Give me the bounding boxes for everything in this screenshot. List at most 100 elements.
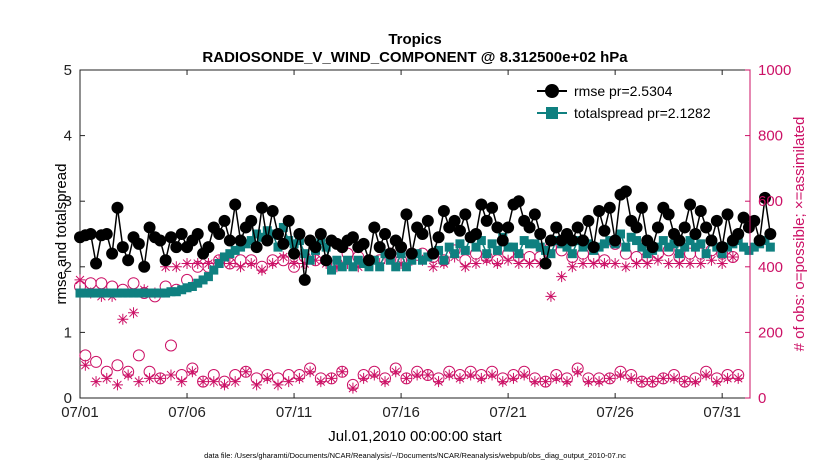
rmse-point bbox=[748, 214, 761, 227]
obs-assimilated-night-point bbox=[465, 369, 477, 381]
obs-assimilated-day-point bbox=[545, 290, 557, 302]
spread-point bbox=[284, 236, 294, 246]
obs-assimilated-night-point bbox=[689, 376, 701, 388]
spread-point bbox=[123, 288, 133, 298]
obs-assimilated-night-point bbox=[668, 372, 680, 384]
spread-point bbox=[508, 242, 518, 252]
obs-assimilated-day-point bbox=[598, 258, 610, 270]
rmse-point bbox=[764, 228, 777, 240]
obs-assimilated-night-point bbox=[154, 372, 166, 384]
rmse-point bbox=[758, 191, 771, 204]
rmse-point bbox=[619, 185, 632, 198]
obs-assimilated-night-point bbox=[679, 376, 691, 388]
obs-assimilated-night-point bbox=[411, 369, 423, 381]
x-tick-label: 07/11 bbox=[276, 404, 312, 421]
spread-point bbox=[75, 288, 85, 298]
obs-assimilated-night-point bbox=[454, 372, 466, 384]
rmse-point bbox=[250, 241, 263, 254]
rmse-point bbox=[346, 231, 359, 244]
obs-assimilated-day-point bbox=[128, 307, 140, 319]
obs-assimilated-night-point bbox=[561, 376, 573, 388]
spread-point bbox=[294, 236, 304, 246]
rmse-point bbox=[689, 228, 702, 240]
x-tick-label: 07/16 bbox=[382, 404, 420, 421]
spread-point bbox=[562, 242, 572, 252]
spread-point bbox=[434, 245, 444, 255]
rmse-point bbox=[491, 221, 504, 234]
obs-assimilated-night-point bbox=[304, 366, 316, 378]
obs-assimilated-night-point bbox=[133, 376, 145, 388]
obs-assimilated-night-point bbox=[79, 359, 91, 371]
legend-spread-marker bbox=[546, 107, 558, 119]
obs-assimilated-day-point bbox=[256, 264, 268, 276]
spread-point bbox=[359, 259, 369, 269]
y-tick-label: 3 bbox=[64, 193, 72, 210]
legend: rmse pr=2.5304 totalspread pr=2.1282 bbox=[533, 76, 743, 128]
spread-point bbox=[166, 287, 176, 297]
rmse-point bbox=[684, 198, 697, 211]
obs-assimilated-night-point bbox=[101, 372, 113, 384]
spread-point bbox=[198, 275, 208, 285]
spread-point bbox=[685, 236, 695, 246]
rmse-point bbox=[459, 208, 472, 221]
obs-assimilated-night-point bbox=[582, 376, 594, 388]
obs-assimilated-night-point bbox=[347, 382, 359, 394]
spread-point bbox=[567, 249, 577, 259]
rmse-point bbox=[282, 214, 295, 227]
rmse-point bbox=[373, 241, 386, 254]
rmse-point bbox=[475, 198, 488, 211]
spread-point bbox=[632, 236, 642, 246]
obs-assimilated-night-point bbox=[251, 379, 263, 391]
obs-assimilated-night-point bbox=[518, 369, 530, 381]
obs-assimilated-day-point bbox=[267, 258, 279, 270]
obs-assimilated-night-point bbox=[197, 376, 209, 388]
spread-point bbox=[129, 288, 139, 298]
obs-assimilated-night-point bbox=[240, 366, 252, 378]
rmse-point bbox=[154, 234, 167, 247]
obs-assimilated-night-point bbox=[390, 366, 402, 378]
obs-assimilated-night-point bbox=[336, 366, 348, 378]
obs-assimilated-day-point bbox=[673, 258, 685, 270]
obs-assimilated-day-point bbox=[695, 258, 707, 270]
obs-assimilated-night-point bbox=[261, 372, 273, 384]
obs-assimilated-day-point bbox=[556, 271, 568, 283]
spread-point bbox=[391, 262, 401, 272]
rmse-point bbox=[170, 241, 183, 254]
rmse-point bbox=[416, 228, 429, 240]
obs-assimilated-day-point bbox=[502, 254, 514, 266]
obs-assimilated-day-point bbox=[641, 258, 653, 270]
rmse-point bbox=[737, 211, 750, 224]
obs-assimilated-night-point bbox=[540, 376, 552, 388]
obs-assimilated-day-point bbox=[117, 313, 129, 325]
rmse-point bbox=[432, 231, 445, 244]
spread-point bbox=[535, 242, 545, 252]
obs-assimilated-day-point bbox=[588, 258, 600, 270]
spread-point bbox=[236, 242, 246, 252]
chart-subtitle: RADIOSONDE_V_WIND_COMPONENT @ 8.312500e+… bbox=[202, 49, 628, 66]
rmse-point bbox=[496, 234, 509, 247]
x-tick-label: 07/06 bbox=[168, 404, 206, 421]
rmse-point bbox=[480, 214, 493, 227]
rmse-point bbox=[255, 201, 268, 214]
rmse-point bbox=[379, 228, 392, 240]
spread-point bbox=[139, 288, 149, 298]
obs-assimilated-night-point bbox=[326, 372, 338, 384]
rmse-point bbox=[502, 221, 515, 234]
obs-assimilated-night-point bbox=[636, 376, 648, 388]
spread-point bbox=[375, 262, 385, 272]
spread-point bbox=[642, 249, 652, 259]
obs-possible-night-point bbox=[111, 359, 124, 372]
rmse-point bbox=[646, 241, 659, 254]
obs-assimilated-night-point bbox=[90, 376, 102, 388]
obs-assimilated-night-point bbox=[111, 379, 123, 391]
obs-assimilated-night-point bbox=[647, 376, 659, 388]
obs-possible-night-point bbox=[164, 339, 177, 352]
rmse-point bbox=[218, 214, 231, 227]
spread-point bbox=[145, 288, 155, 298]
rmse-point bbox=[229, 198, 242, 211]
spread-point bbox=[658, 236, 668, 246]
obs-assimilated-day-point bbox=[427, 261, 439, 273]
y-tick-label: 4 bbox=[64, 128, 72, 145]
rmse-point bbox=[544, 234, 557, 247]
obs-assimilated-night-point bbox=[122, 369, 134, 381]
